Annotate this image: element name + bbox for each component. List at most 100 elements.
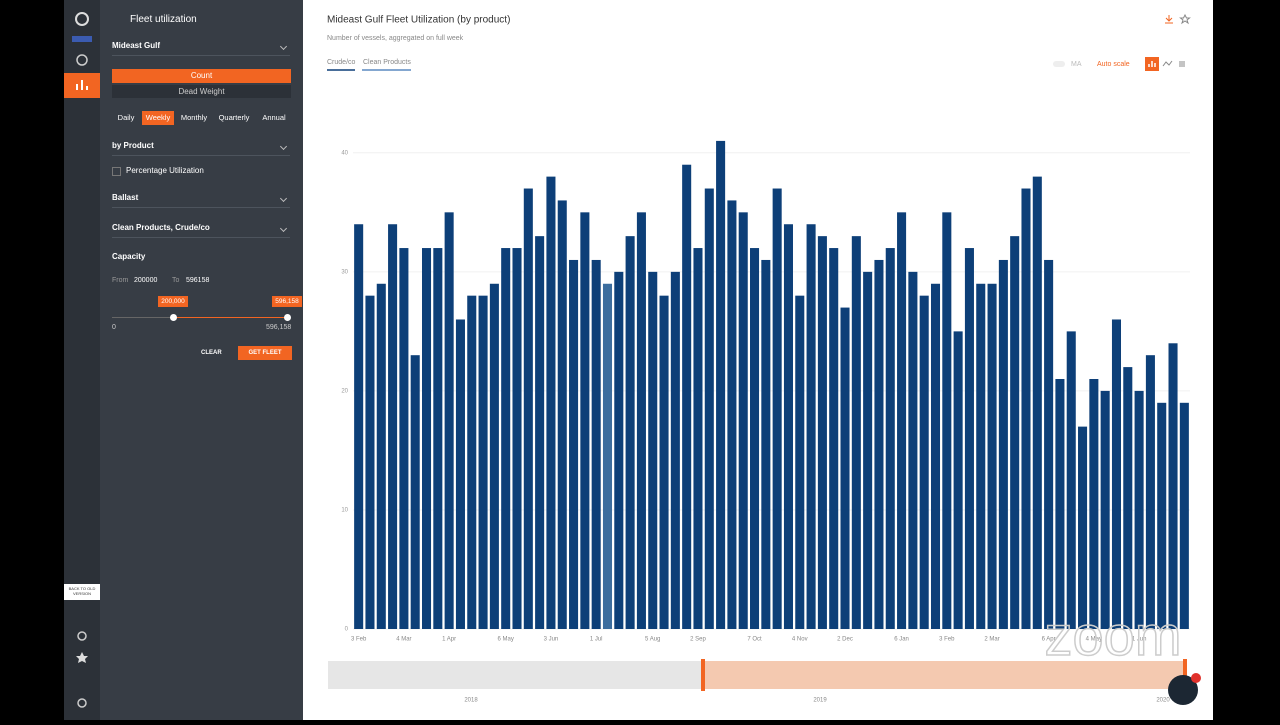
bar (489, 283, 499, 629)
ballast-select[interactable]: Ballast (112, 193, 290, 208)
history-icon[interactable] (77, 631, 87, 641)
from-label: From (112, 277, 129, 284)
navigator-label: 2020 (1156, 698, 1170, 704)
clear-button[interactable]: CLEAR (201, 350, 222, 356)
bar (659, 295, 669, 629)
bar (885, 248, 895, 630)
bar (851, 236, 861, 629)
bar (874, 259, 884, 629)
line-view-button[interactable] (1162, 60, 1173, 67)
star-icon[interactable] (1179, 13, 1191, 25)
bar (727, 200, 737, 629)
panel-title: Fleet utilization (130, 14, 197, 25)
navigator-label: 2018 (464, 698, 478, 704)
ma-toggle[interactable] (1053, 61, 1065, 67)
bar (1078, 426, 1088, 629)
to-value[interactable]: 596158 (186, 277, 210, 284)
bar (1066, 331, 1076, 629)
bar (693, 248, 703, 630)
bar (591, 259, 601, 629)
bar (614, 271, 624, 629)
x-tick-label: 2 Sep (690, 637, 706, 643)
bar (863, 271, 873, 629)
period-button[interactable]: Monthly (180, 113, 208, 122)
slider-handle[interactable] (284, 314, 291, 321)
bar (1157, 402, 1167, 629)
ma-label: MA (1071, 61, 1082, 68)
auto-scale[interactable]: Auto scale (1097, 61, 1130, 68)
download-icon[interactable] (1165, 15, 1173, 24)
star-icon[interactable] (76, 652, 88, 663)
bar (930, 283, 941, 629)
grouping-select[interactable]: by Product (112, 141, 290, 156)
navigator-label: 2019 (813, 698, 827, 704)
bar (1145, 355, 1155, 629)
y-tick-label: 30 (341, 269, 348, 275)
bar-icon (1148, 61, 1156, 67)
bar (433, 248, 443, 630)
x-tick-label: 3 Feb (939, 637, 955, 643)
bar (580, 212, 590, 630)
bar (421, 248, 432, 630)
bar (388, 224, 398, 629)
filter-panel: Fleet utilization Mideast Gulf Count Dea… (100, 0, 303, 720)
bar (1044, 259, 1054, 629)
period-button[interactable]: Quarterly (218, 113, 250, 122)
from-value[interactable]: 200000 (134, 277, 158, 284)
rail-icons (64, 12, 100, 708)
bar (625, 236, 635, 629)
bar (648, 271, 658, 629)
period-button[interactable]: Weekly (142, 111, 174, 125)
slider-handle[interactable] (170, 314, 177, 321)
x-tick-label: 6 Jan (894, 637, 909, 643)
bar (535, 236, 545, 629)
bar (682, 164, 692, 629)
chat-button[interactable] (1168, 675, 1198, 705)
bar (1168, 343, 1178, 629)
products-select[interactable]: Clean Products, Crude/co (112, 223, 290, 238)
tab[interactable]: Crude/co (327, 59, 356, 66)
logo-icon[interactable] (75, 12, 89, 26)
chat-badge (1191, 673, 1201, 683)
tab[interactable]: Clean Products (363, 59, 411, 66)
navigator-handle[interactable] (701, 659, 705, 691)
x-tick-label: 1 Apr (442, 637, 456, 643)
bar (399, 248, 409, 630)
x-tick-label: 3 Jun (544, 637, 559, 643)
table-view-button[interactable] (1179, 61, 1185, 67)
get-fleet-button[interactable]: GET FLEET (238, 346, 292, 360)
bar (1010, 236, 1020, 629)
bar (444, 212, 454, 630)
period-button[interactable]: Daily (117, 113, 135, 122)
power-icon[interactable] (77, 698, 87, 708)
grid-icon[interactable] (72, 36, 92, 42)
bar (1055, 379, 1065, 629)
bar (942, 212, 952, 630)
bar (636, 212, 646, 630)
region-select[interactable]: Mideast Gulf (112, 41, 290, 56)
bar (964, 248, 974, 630)
navigator-selection[interactable] (703, 661, 1187, 689)
bar (817, 236, 827, 629)
x-tick-label: 1 Jun (1132, 637, 1147, 643)
bar (1134, 390, 1144, 629)
bar (761, 259, 771, 629)
x-tick-label: 3 Feb (351, 637, 367, 643)
count-option[interactable]: Count (112, 69, 291, 83)
deadweight-option[interactable]: Dead Weight (112, 85, 291, 98)
x-tick-label: 6 Apr (1042, 637, 1056, 643)
bar (1021, 188, 1031, 629)
x-tick-label: 5 Aug (645, 637, 660, 643)
y-tick-label: 10 (341, 508, 348, 514)
bar (546, 176, 556, 629)
x-tick-label: 1 Jul (590, 637, 603, 643)
bar (1100, 390, 1110, 629)
navigator-handle[interactable] (1183, 659, 1187, 691)
checkbox[interactable] (112, 167, 121, 176)
bar (478, 295, 488, 629)
back-link[interactable]: BACK TO OLD VERSION (64, 584, 100, 600)
y-tick-label: 40 (341, 150, 348, 156)
globe-icon[interactable] (76, 54, 88, 66)
period-button[interactable]: Annual (262, 113, 286, 122)
